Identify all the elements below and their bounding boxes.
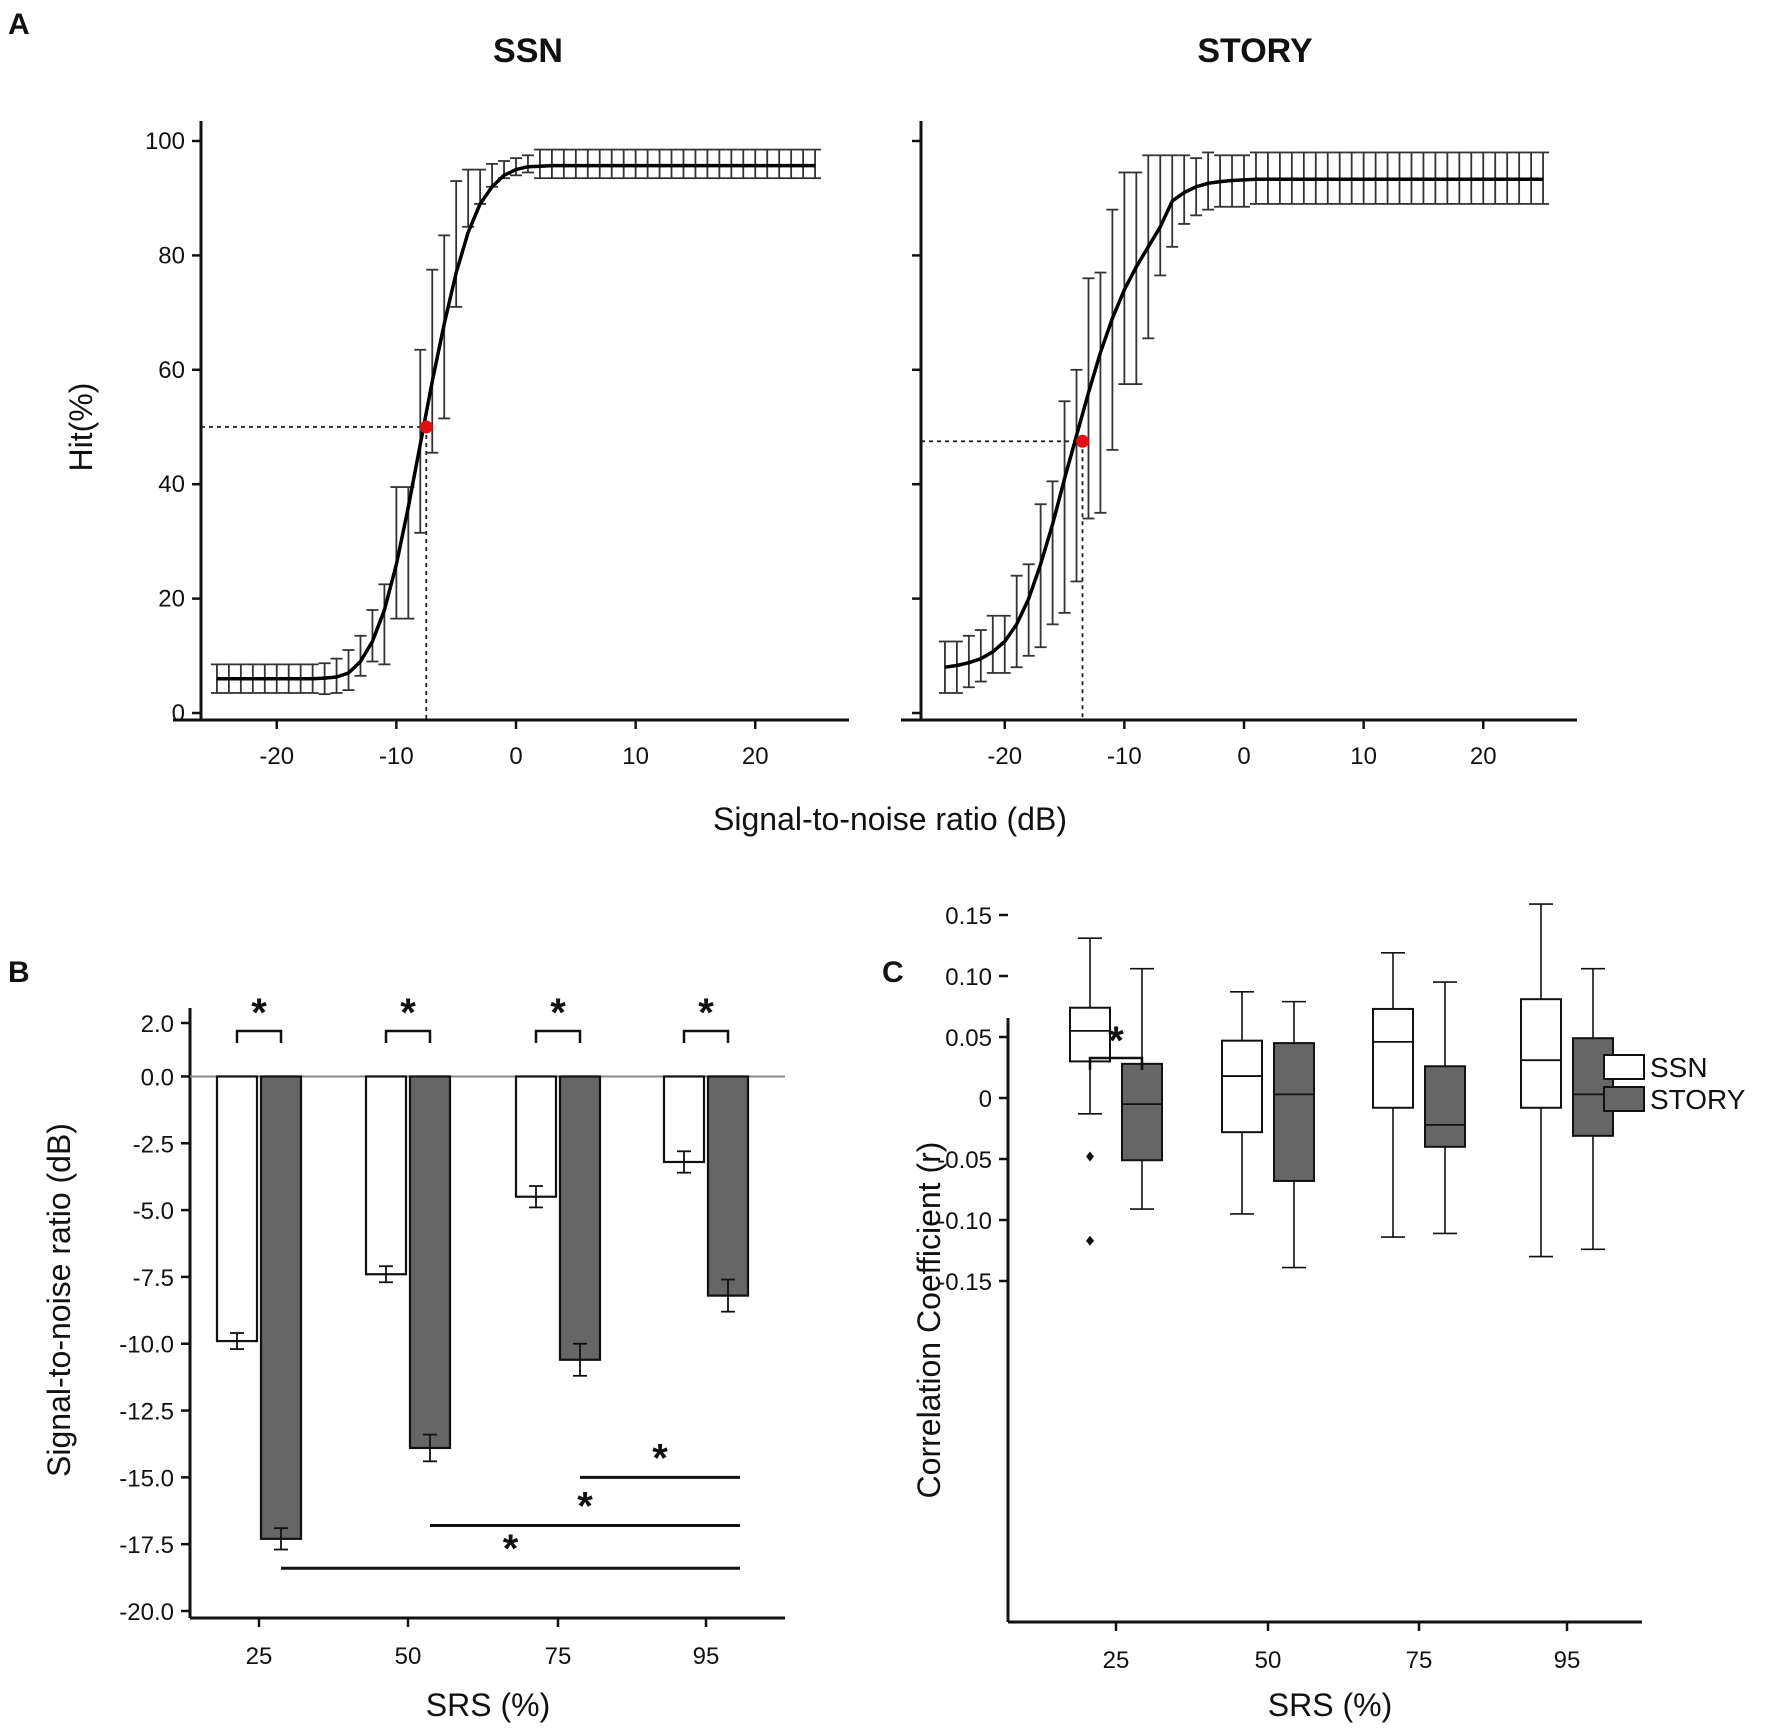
panel-label-c: C — [882, 956, 904, 989]
fit-curve — [216, 163, 816, 681]
panel-label-b: B — [8, 956, 30, 989]
bar-story — [706, 1075, 750, 1297]
bar-ssn — [514, 1075, 558, 1198]
x-tick-label: -10 — [379, 743, 414, 770]
bar-ssn — [364, 1075, 408, 1276]
x-tick-label: 20 — [742, 743, 769, 770]
threshold-point — [419, 420, 433, 434]
y-tick-label: 0.05 — [945, 1025, 992, 1052]
y-tick-label: 0.0 — [141, 1064, 174, 1091]
x-tick-label: -20 — [987, 743, 1022, 770]
bar-story — [408, 1075, 452, 1450]
significance-star: * — [251, 991, 267, 1035]
legend-swatch-ssn — [1603, 1054, 1645, 1080]
y-tick-label: 40 — [158, 471, 185, 498]
significance-star: * — [652, 1436, 668, 1480]
x-tick-label: 75 — [545, 1643, 572, 1670]
box-ssn — [1221, 1039, 1263, 1134]
fit-curve — [944, 177, 1544, 669]
y-tick-label: 0.10 — [945, 964, 992, 991]
y-tick-label: 60 — [158, 357, 185, 384]
significance-star: * — [503, 1527, 519, 1571]
x-axis-label: SRS (%) — [1268, 1687, 1392, 1723]
box-story — [1121, 1062, 1163, 1162]
significance-bracket — [384, 1029, 432, 1043]
x-tick-label: 10 — [1350, 743, 1377, 770]
significance-star: * — [400, 991, 416, 1035]
box-ssn — [1069, 1006, 1111, 1063]
x-tick-label: 20 — [1470, 743, 1497, 770]
bar-ssn — [662, 1075, 706, 1164]
significance-star: * — [698, 991, 714, 1035]
bar-story — [558, 1075, 602, 1361]
y-tick-label: 80 — [158, 242, 185, 269]
legend-label-ssn: SSN — [1650, 1052, 1708, 1083]
x-tick-label: 25 — [1103, 1647, 1130, 1674]
outlier-point — [1086, 1235, 1094, 1246]
y-tick-label: -20.0 — [119, 1599, 174, 1626]
y-tick-label: 20 — [158, 586, 185, 613]
box-story — [1424, 1065, 1466, 1148]
threshold-point — [1076, 434, 1089, 448]
y-tick-label: -15.0 — [119, 1465, 174, 1492]
y-tick-label: 100 — [145, 128, 185, 155]
x-tick-label: 10 — [622, 743, 649, 770]
significance-bracket — [1088, 1056, 1144, 1070]
y-tick-label: -2.5 — [133, 1131, 174, 1158]
y-tick-label: -5.0 — [133, 1198, 174, 1225]
chart-title: STORY — [1197, 32, 1313, 70]
panel-a-x-axis-label: Signal-to-noise ratio (dB) — [713, 801, 1067, 837]
chart-title: SSN — [493, 32, 563, 70]
box-ssn — [1520, 998, 1562, 1109]
panel-label-a: A — [8, 8, 30, 41]
x-tick-label: 75 — [1406, 1647, 1433, 1674]
significance-star: * — [550, 991, 566, 1035]
x-tick-label: 25 — [246, 1643, 273, 1670]
x-tick-label: 50 — [1255, 1647, 1282, 1674]
legend-swatch-story — [1603, 1086, 1645, 1112]
y-tick-label: -7.5 — [133, 1265, 174, 1292]
x-tick-label: -10 — [1107, 743, 1142, 770]
y-axis-label: Hit(%) — [63, 383, 99, 472]
bar-story — [259, 1075, 303, 1540]
significance-star: * — [1108, 1019, 1124, 1063]
legend-label-story: STORY — [1650, 1084, 1746, 1115]
x-tick-label: -20 — [259, 743, 294, 770]
x-tick-label: 0 — [509, 743, 522, 770]
x-tick-label: 95 — [1554, 1647, 1581, 1674]
y-tick-label: 0 — [979, 1086, 992, 1113]
x-tick-label: 95 — [693, 1643, 720, 1670]
x-tick-label: 50 — [395, 1643, 422, 1670]
significance-star: * — [577, 1484, 593, 1528]
box-ssn — [1372, 1007, 1414, 1109]
panel-c-box-chart: 0.15 0.10 0.05 0 -0.05 -0.10 -0.15 25 50 75 95 * SSN… — [911, 903, 1746, 1723]
panel-a-story-chart: STORY -20 -10 0 10 20 — [901, 32, 1577, 770]
panel-a-ssn-chart: SSN -20 -10 0 10 20 0 20 40 60 80 100 Hit(%) — [63, 32, 849, 770]
y-tick-label: -10.0 — [119, 1332, 174, 1359]
y-tick-label: -0.05 — [937, 1147, 992, 1174]
bar-ssn — [215, 1075, 259, 1343]
y-tick-label: -17.5 — [119, 1532, 174, 1559]
y-tick-label: -0.10 — [937, 1208, 992, 1235]
y-tick-label: 2.0 — [141, 1011, 174, 1038]
panel-b-bar-chart: 2.0 0.0 -2.5 -5.0 -7.5 -10.0 -12.5 -15.0 -17.5 -2… — [41, 991, 785, 1723]
significance-bracket — [534, 1029, 582, 1043]
x-tick-label: 0 — [1237, 743, 1250, 770]
y-tick-label: -0.15 — [937, 1269, 992, 1296]
box-story — [1273, 1042, 1315, 1182]
significance-bracket — [235, 1029, 283, 1043]
y-axis-label: Signal-to-noise ratio (dB) — [41, 1123, 77, 1477]
y-axis-label: Correlation Coefficient (r) — [911, 1142, 947, 1499]
x-axis-label: SRS (%) — [426, 1687, 550, 1723]
significance-bracket — [682, 1029, 730, 1043]
y-tick-label: 0 — [172, 700, 185, 727]
outlier-point — [1086, 1151, 1094, 1162]
y-tick-label: -12.5 — [119, 1399, 174, 1426]
y-tick-label: 0.15 — [945, 903, 992, 930]
